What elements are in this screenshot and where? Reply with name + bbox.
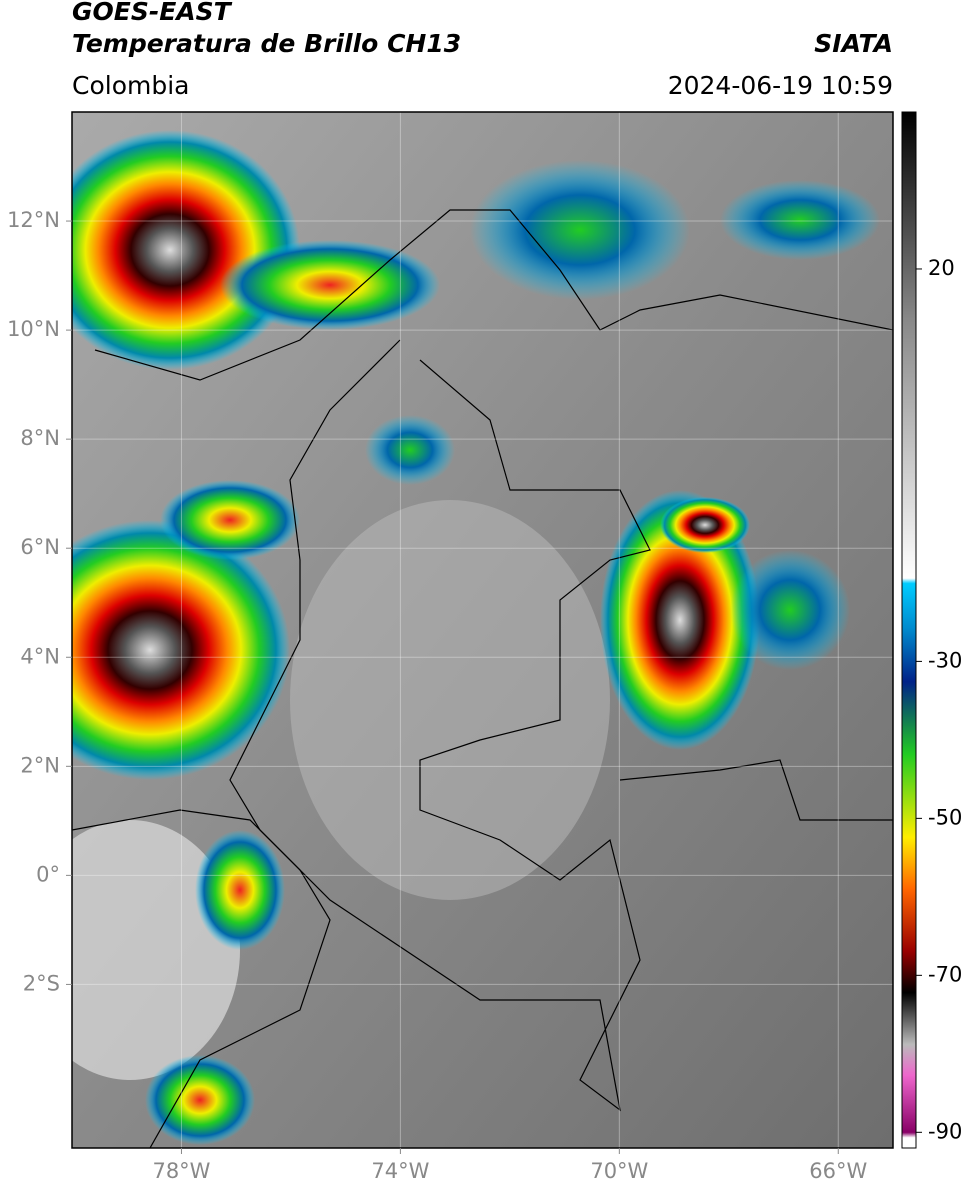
- y-tick-label: 10°N: [7, 317, 60, 341]
- y-tick-label: 0°: [36, 862, 60, 886]
- datetime: 2024-06-19 10:59: [668, 71, 893, 100]
- region: Colombia: [72, 71, 189, 100]
- colorbar-tick-label: -30: [928, 648, 962, 672]
- map-frame: [71, 111, 894, 1149]
- x-tick-label: 70°W: [590, 1159, 648, 1183]
- colorbar-tick-label: -90: [928, 1119, 962, 1143]
- title: GOES-EAST: [72, 0, 233, 26]
- x-tick-label: 78°W: [152, 1159, 210, 1183]
- y-tick-label: 6°N: [20, 535, 60, 559]
- y-tick-label: 2°N: [20, 753, 60, 777]
- y-tick-label: 12°N: [7, 208, 60, 232]
- y-tick-label: 4°N: [20, 644, 60, 668]
- colorbar-tick-label: -70: [928, 962, 962, 986]
- source: SIATA: [814, 29, 893, 58]
- x-tick-label: 74°W: [371, 1159, 429, 1183]
- colorbar-tick-label: 20: [928, 256, 955, 280]
- subtitle: Temperatura de Brillo CH13: [72, 29, 461, 58]
- y-tick-label: 8°N: [20, 426, 60, 450]
- colorbar: [901, 111, 917, 1149]
- x-tick-label: 66°W: [809, 1159, 867, 1183]
- y-tick-label: 2°S: [23, 971, 60, 995]
- colorbar-tick-label: -50: [928, 805, 962, 829]
- satellite-image: [72, 112, 893, 1148]
